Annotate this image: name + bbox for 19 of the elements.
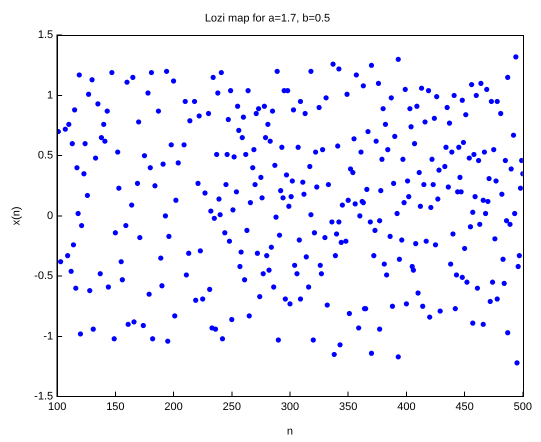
y-tick-label: -1 [43, 330, 54, 342]
y-axis-title: x(n) [10, 206, 23, 226]
x-tick-label: 250 [222, 401, 241, 414]
y-tick-label: 0.5 [38, 150, 54, 162]
x-tick-label: 100 [48, 401, 66, 414]
x-tick-label: 500 [514, 401, 532, 414]
y-tick-label: 1 [47, 89, 54, 102]
x-tick-label: 450 [455, 401, 474, 414]
x-tick-label: 400 [397, 401, 416, 414]
x-tick-label: 300 [280, 401, 300, 414]
x-tick-label: 150 [106, 401, 125, 414]
x-tick-label: 200 [164, 401, 183, 414]
y-tick-label: 1.5 [38, 29, 54, 42]
y-tick-label: 0 [47, 210, 54, 222]
x-tick-label: 350 [339, 401, 358, 414]
y-tick-label: -0.5 [34, 270, 54, 282]
chart-title: Lozi map for a=1.7, b=0.5 [204, 12, 330, 25]
y-tick-label: -1.5 [34, 390, 54, 403]
x-axis-title: n [286, 425, 294, 438]
